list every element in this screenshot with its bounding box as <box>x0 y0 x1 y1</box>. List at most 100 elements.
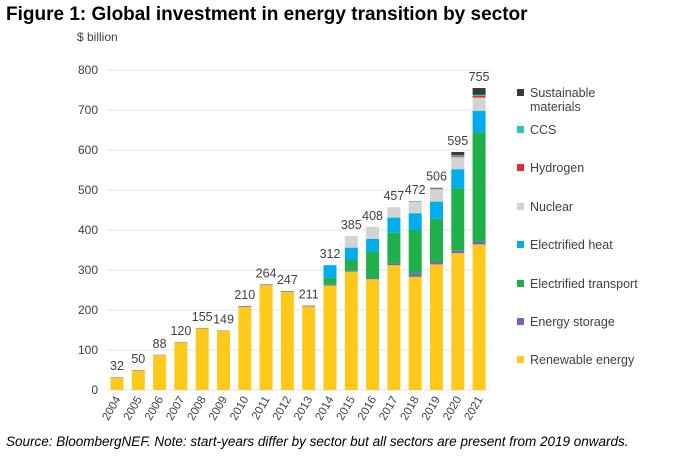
bar-segment-renewable-energy <box>430 264 443 390</box>
x-tick-label: 2014 <box>313 394 336 423</box>
bar-segment-ccs <box>430 187 443 189</box>
bar-segment-nuclear <box>451 157 465 170</box>
bar-segment-energy-storage <box>472 241 486 245</box>
data-label: 155 <box>192 310 213 324</box>
bar-segment-electrified-heat <box>408 213 422 230</box>
data-label: 32 <box>110 359 124 373</box>
data-label: 457 <box>383 189 404 203</box>
legend-label: Electrified heat <box>530 238 613 252</box>
bar-segment-renewable-energy <box>387 265 401 390</box>
x-tick-label: 2009 <box>207 395 230 423</box>
data-label: 88 <box>153 337 167 351</box>
legend-swatch <box>517 318 524 325</box>
bar-segment-hydrogen <box>472 96 486 98</box>
data-label: 506 <box>426 170 447 184</box>
bar-segment-electrified-heat <box>430 201 443 219</box>
bar-segment-electrified-transport <box>408 230 422 274</box>
bar-segment-electrified-transport <box>323 277 337 285</box>
legend-label: materials <box>530 100 581 114</box>
x-tick-label: 2019 <box>420 395 443 423</box>
legend-swatch <box>517 126 524 133</box>
y-tick-label: 300 <box>78 263 98 277</box>
legend-swatch <box>517 241 524 248</box>
legend-label: Nuclear <box>530 200 573 214</box>
data-label: 149 <box>213 312 234 326</box>
bar-segment-renewable-energy <box>238 306 252 390</box>
bar-segment-electrified-heat <box>472 110 486 133</box>
data-label: 408 <box>362 209 383 223</box>
bar-segment-renewable-energy <box>110 377 124 390</box>
legend-label: Sustainable <box>530 86 595 100</box>
bar-segment-renewable-energy <box>472 244 486 390</box>
bar-segment-renewable-energy <box>259 285 273 390</box>
bar-segment-electrified-transport <box>451 188 465 251</box>
bar-segment-renewable-energy <box>131 370 145 390</box>
bar-segment-electrified-heat <box>323 265 337 278</box>
data-label: 211 <box>299 288 319 302</box>
x-tick-label: 2006 <box>143 395 166 423</box>
legend-swatch <box>517 280 524 287</box>
x-tick-label: 2012 <box>271 395 294 423</box>
x-tick-label: 2008 <box>186 395 209 423</box>
x-tick-label: 2004 <box>100 394 123 423</box>
bar-segment-renewable-energy <box>408 276 422 390</box>
bar-segment-electrified-transport <box>344 260 358 271</box>
legend-label: Renewable energy <box>530 353 635 367</box>
data-label: 595 <box>447 134 468 148</box>
data-label: 247 <box>277 273 298 287</box>
bar-segment-electrified-transport <box>430 218 443 262</box>
data-label: 264 <box>256 266 277 280</box>
legend-label: Hydrogen <box>530 161 584 175</box>
data-label: 755 <box>469 70 490 84</box>
x-tick-label: 2016 <box>356 395 379 423</box>
bar-segment-nuclear <box>408 202 422 214</box>
bar-segment-electrified-heat <box>451 169 465 189</box>
legend-swatch <box>517 89 524 96</box>
y-tick-label: 800 <box>78 63 98 77</box>
bar-segment-energy-storage <box>430 262 443 265</box>
bar-segment-ccs <box>408 201 422 202</box>
bar-segment-energy-storage <box>280 291 294 292</box>
x-tick-label: 2020 <box>441 395 464 423</box>
bar-segment-nuclear <box>344 236 358 248</box>
bar-segment-electrified-heat <box>387 217 401 233</box>
bar-segment-energy-storage <box>408 273 422 277</box>
bar-segment-renewable-energy <box>174 342 188 390</box>
bar-segment-renewable-energy <box>217 330 230 390</box>
bar-segment-electrified-transport <box>366 251 380 278</box>
bar-segment-electrified-transport <box>472 132 486 242</box>
x-tick-label: 2005 <box>122 395 145 423</box>
bar-segment-electrified-heat <box>366 238 380 252</box>
bar-segment-sustainable-materials <box>472 88 486 95</box>
bar-segment-renewable-energy <box>366 279 380 390</box>
bar-segment-electrified-heat <box>344 247 358 260</box>
bar-segment-nuclear <box>430 189 443 202</box>
bar-segment-energy-storage <box>451 250 465 254</box>
bar-segment-energy-storage <box>259 284 273 286</box>
bar-segment-sustainable-materials <box>451 152 465 156</box>
y-tick-label: 700 <box>78 103 98 117</box>
y-tick-label: 600 <box>78 143 98 157</box>
bar-segment-renewable-energy <box>195 328 209 390</box>
bar-segment-renewable-energy <box>451 253 465 390</box>
bar-segment-ccs <box>451 155 465 157</box>
x-tick-label: 2015 <box>335 395 358 423</box>
bar-segment-energy-storage <box>238 306 252 307</box>
y-tick-label: 200 <box>78 303 98 317</box>
bar-segment-hydrogen <box>430 188 443 190</box>
bar-segment-energy-storage <box>344 270 358 272</box>
y-tick-label: 500 <box>78 183 98 197</box>
legend-label: CCS <box>530 123 556 137</box>
data-label: 50 <box>131 352 145 366</box>
bar-segment-nuclear <box>472 97 486 111</box>
x-tick-label: 2011 <box>250 395 273 422</box>
legend-swatch <box>517 203 524 210</box>
data-label: 210 <box>234 288 255 302</box>
data-label: 385 <box>341 218 362 232</box>
bar-segment-nuclear <box>366 226 380 239</box>
y-tick-label: 0 <box>91 383 98 397</box>
bar-segment-ccs <box>472 94 486 96</box>
legend-swatch <box>517 164 524 171</box>
legend-label: Electrified transport <box>530 277 638 291</box>
